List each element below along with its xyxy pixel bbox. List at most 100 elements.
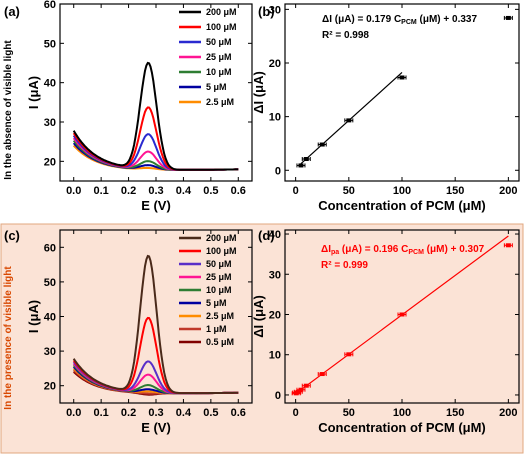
y-axis-label-c: I (μA) [26,300,41,333]
x-tick-label-c: 0.5 [203,407,218,419]
panel-d-equation: ΔIpa (μA) = 0.196 CPCM (μM) + 0.307 [321,244,485,256]
x-tick-label-a: 0.6 [231,185,246,197]
y-tick-label-a: 50 [44,38,56,50]
x-tick-label-c: 0.2 [121,407,136,419]
legend-label-c: 0.5 μM [206,337,234,347]
y-tick-label-a: 20 [44,156,56,168]
x-tick-label-b: 100 [393,185,411,197]
legend-label-c: 10 μM [206,285,232,295]
legend-label-c: 5 μM [206,298,227,308]
legend-label-c: 25 μM [206,272,232,282]
panel-b: (b) [258,4,275,19]
y-tick-label-d: 20 [269,309,281,321]
x-tick-label-a: 0.3 [148,185,163,197]
data-point-d [505,243,511,248]
charts-layer: 0.0 0.1 0.2 0.3 0.4 0.5 0.6 20 30 40 50 60 E (V) I (μ… [26,0,520,435]
x-tick-label-c: 0.1 [93,407,108,419]
panel-b-r2: R² = 0.998 [322,30,369,41]
x-tick-label-b: 150 [446,185,464,197]
data-point-b [346,118,352,123]
y-tick-label-d: 0 [275,390,281,402]
y-tick-label-a: 60 [44,0,56,11]
legend-label-c: 2.5 μM [206,311,234,321]
panel-a-side-label: In the absence of visible light [3,40,14,180]
panel-b-letter: (b) [258,4,275,19]
panel-d-eq-mid: (μA) = 0.196 C [339,244,408,255]
x-tick-label-a: 0.2 [121,185,136,197]
data-point-b [303,157,309,162]
x-axis-label-b: Concentration of PCM (μM) [318,198,486,213]
bottom-panel-background [0,223,524,454]
data-point-b [319,142,325,147]
y-tick-label-c: 40 [44,312,56,324]
panel-c-side-label: In the presence of visible light [3,266,14,410]
x-tick-label-d: 100 [393,407,411,419]
legend-label-a: 100 μM [206,22,237,32]
x-tick-label-a: 0.5 [203,185,218,197]
panel-d-r2: R² = 0.999 [321,260,368,271]
panel-c: (c) In the presence of visible light [3,228,20,410]
legend-label-a: 50 μM [206,37,232,47]
x-tick-label-d: 150 [446,407,464,419]
panel-d-eq-suffix: (μM) + 0.307 [424,244,485,255]
data-point-b [298,163,304,168]
data-point-d [303,383,309,388]
x-tick-label-b: 0 [293,185,299,197]
y-tick-label-d: 10 [269,350,281,362]
legend-label-a: 2.5 μM [206,97,234,107]
panel-d-eq-prefix: ΔI [321,244,331,255]
y-axis-label-a: I (μA) [26,76,41,109]
x-tick-label-c: 0.4 [176,407,192,419]
y-tick-label-c: 50 [44,277,56,289]
legend-label-c: 200 μM [206,233,237,243]
fit-line-b [300,72,403,165]
panel-a-letter: (a) [4,4,20,19]
data-point-b [505,15,511,20]
y-axis-label-b: ΔI (μA) [251,71,266,114]
panel-d: (d) [258,228,275,243]
legend-label-a: 25 μM [206,52,232,62]
panel-b-equation: ΔI (μA) = 0.179 CPCM (μM) + 0.337 [322,14,477,26]
x-tick-label-a: 0.4 [176,185,192,197]
y-tick-label-d: 40 [269,229,281,241]
data-point-d [319,372,325,377]
panel-a: (a) In the absence of visible light [3,4,20,180]
legend-label-a: 5 μM [206,82,227,92]
x-tick-label-c: 0.6 [231,407,246,419]
legend-label-c: 50 μM [206,259,232,269]
panel-b-eq-suffix: (μM) + 0.337 [417,14,478,25]
x-tick-label-d: 0 [293,407,299,419]
x-tick-label-c: 0.3 [148,407,163,419]
y-tick-label-c: 30 [44,346,56,358]
y-tick-label-c: 60 [44,242,56,254]
panel-d-eq-sub2: PCM [408,249,424,256]
x-tick-label-b: 200 [499,185,517,197]
panel-b-eq-sub: PCM [401,19,417,26]
data-point-d [346,352,352,357]
data-point-d [298,387,304,392]
legend-label-a: 10 μM [206,67,232,77]
y-tick-label-d: 30 [269,269,281,281]
plot-frame-b [284,3,520,182]
data-point-d [295,389,301,394]
y-tick-label-b: 30 [269,4,281,16]
x-tick-label-c: 0.0 [66,407,81,419]
x-axis-label-d: Concentration of PCM (μM) [318,420,486,435]
x-axis-label-c: E (V) [141,420,171,435]
x-tick-label-a: 0.0 [66,185,81,197]
y-tick-label-b: 20 [269,58,281,70]
legend-label-c: 100 μM [206,246,237,256]
y-tick-label-a: 30 [44,117,56,129]
series-line-a [72,61,239,171]
x-tick-label-d: 200 [499,407,517,419]
data-point-b [399,75,405,80]
y-tick-label-c: 20 [44,381,56,393]
x-tick-label-b: 50 [343,185,355,197]
y-tick-label-b: 10 [269,112,281,124]
legend-label-a: 200 μM [206,7,237,17]
panel-d-letter: (d) [258,228,275,243]
y-axis-label-d: ΔI (μA) [251,295,266,338]
panel-d-eq-sub1: pa [331,249,339,256]
x-tick-label-a: 0.1 [93,185,108,197]
